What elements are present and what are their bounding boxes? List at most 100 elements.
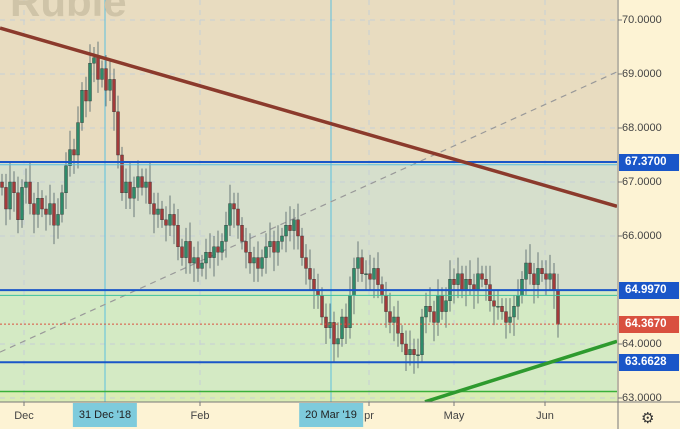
candle-body	[364, 273, 368, 275]
candle-body	[436, 295, 440, 323]
candle-body	[300, 235, 304, 258]
candle-body	[180, 246, 184, 258]
candle-body	[188, 241, 192, 264]
candle-body	[144, 181, 148, 188]
gear-icon[interactable]: ⚙	[641, 410, 655, 427]
candle-body	[508, 316, 512, 323]
candle-body	[476, 273, 480, 291]
candle-body	[244, 241, 248, 253]
resistance-trendline	[0, 26, 618, 208]
candle-body	[88, 63, 92, 102]
candle-body	[524, 262, 528, 280]
candle-body	[492, 300, 496, 307]
zone-bottom	[0, 391, 617, 402]
candle-body	[8, 181, 12, 210]
candle-body	[216, 246, 220, 253]
candle-body	[468, 279, 472, 285]
candle-body	[312, 279, 316, 291]
candle-body	[552, 273, 556, 291]
candle-body	[248, 251, 252, 264]
price-tick-label: 70.0000	[622, 14, 662, 26]
candle-body	[484, 279, 488, 285]
candle-body	[304, 257, 308, 269]
candle-body	[356, 257, 360, 269]
candle-body	[416, 354, 420, 356]
candle-body	[140, 176, 144, 188]
dashed-trendline	[0, 71, 618, 353]
candle-body	[340, 316, 344, 339]
candle-body	[232, 203, 236, 210]
candle-body	[200, 262, 204, 269]
candle-body	[132, 187, 136, 199]
candle-body	[276, 241, 280, 253]
candle-body	[120, 154, 124, 193]
candle-body	[108, 79, 112, 91]
time-label-jun: Jun	[536, 410, 554, 422]
candle-body	[96, 57, 100, 80]
candle-body	[160, 208, 164, 221]
candle-body	[336, 338, 340, 345]
price-tick-label: 67.0000	[622, 176, 662, 188]
candle-body	[44, 208, 48, 215]
candle-body	[412, 349, 416, 355]
candle-body	[152, 203, 156, 215]
candle-body	[328, 322, 332, 328]
candle-body	[52, 203, 56, 226]
candle-body	[24, 181, 28, 188]
candle-body	[544, 273, 548, 280]
time-label-dec: Dec	[14, 410, 34, 422]
candle-body	[116, 111, 120, 156]
candle-body	[56, 214, 60, 226]
candle-body	[464, 279, 468, 291]
candle-body	[260, 257, 264, 269]
candle-body	[28, 181, 32, 204]
candle-body	[48, 203, 52, 215]
candle-body	[228, 203, 232, 226]
crosshair-date-2: 20 Mar '19	[299, 403, 363, 427]
candle-body	[516, 295, 520, 307]
candle-body	[4, 187, 8, 210]
candle-body	[204, 251, 208, 264]
candle-body	[460, 273, 464, 291]
time-label-feb: Feb	[190, 410, 210, 422]
candle-body	[440, 295, 444, 312]
time-label-apr: pr	[364, 410, 374, 422]
candle-body	[100, 68, 104, 80]
support-trendline	[424, 339, 618, 404]
price-tick-label: 68.0000	[622, 122, 662, 134]
candle-body	[520, 279, 524, 296]
candle-body	[64, 165, 68, 194]
zone-low	[0, 290, 617, 402]
candle-body	[536, 268, 540, 285]
candle-body	[388, 311, 392, 323]
candle-body	[72, 149, 76, 156]
candle-body	[452, 279, 456, 285]
candle-body	[156, 208, 160, 215]
candle-body	[220, 241, 224, 253]
candle-body	[528, 262, 532, 275]
candle-body	[540, 268, 544, 274]
candle-body	[368, 273, 372, 280]
candle-body	[212, 246, 216, 258]
candle-body	[432, 311, 436, 323]
candle-body	[308, 268, 312, 280]
candle-body	[168, 214, 172, 226]
candle-body	[196, 257, 200, 269]
current-price-badge: 64.3670	[619, 316, 679, 334]
candle-body	[296, 219, 300, 237]
price-tick-label: 63.0000	[622, 392, 662, 404]
candle-body	[252, 257, 256, 264]
candle-body	[280, 235, 284, 242]
candle-body	[192, 257, 196, 264]
candle-body	[60, 192, 64, 215]
candle-body	[444, 300, 448, 312]
candle-body	[16, 192, 20, 221]
candle-body	[500, 306, 504, 312]
candle-body	[408, 349, 412, 355]
candle-body	[392, 316, 396, 323]
candle-body	[124, 181, 128, 194]
candle-body	[256, 257, 260, 269]
price-tick-label: 69.0000	[622, 68, 662, 80]
candle-body	[348, 295, 352, 328]
